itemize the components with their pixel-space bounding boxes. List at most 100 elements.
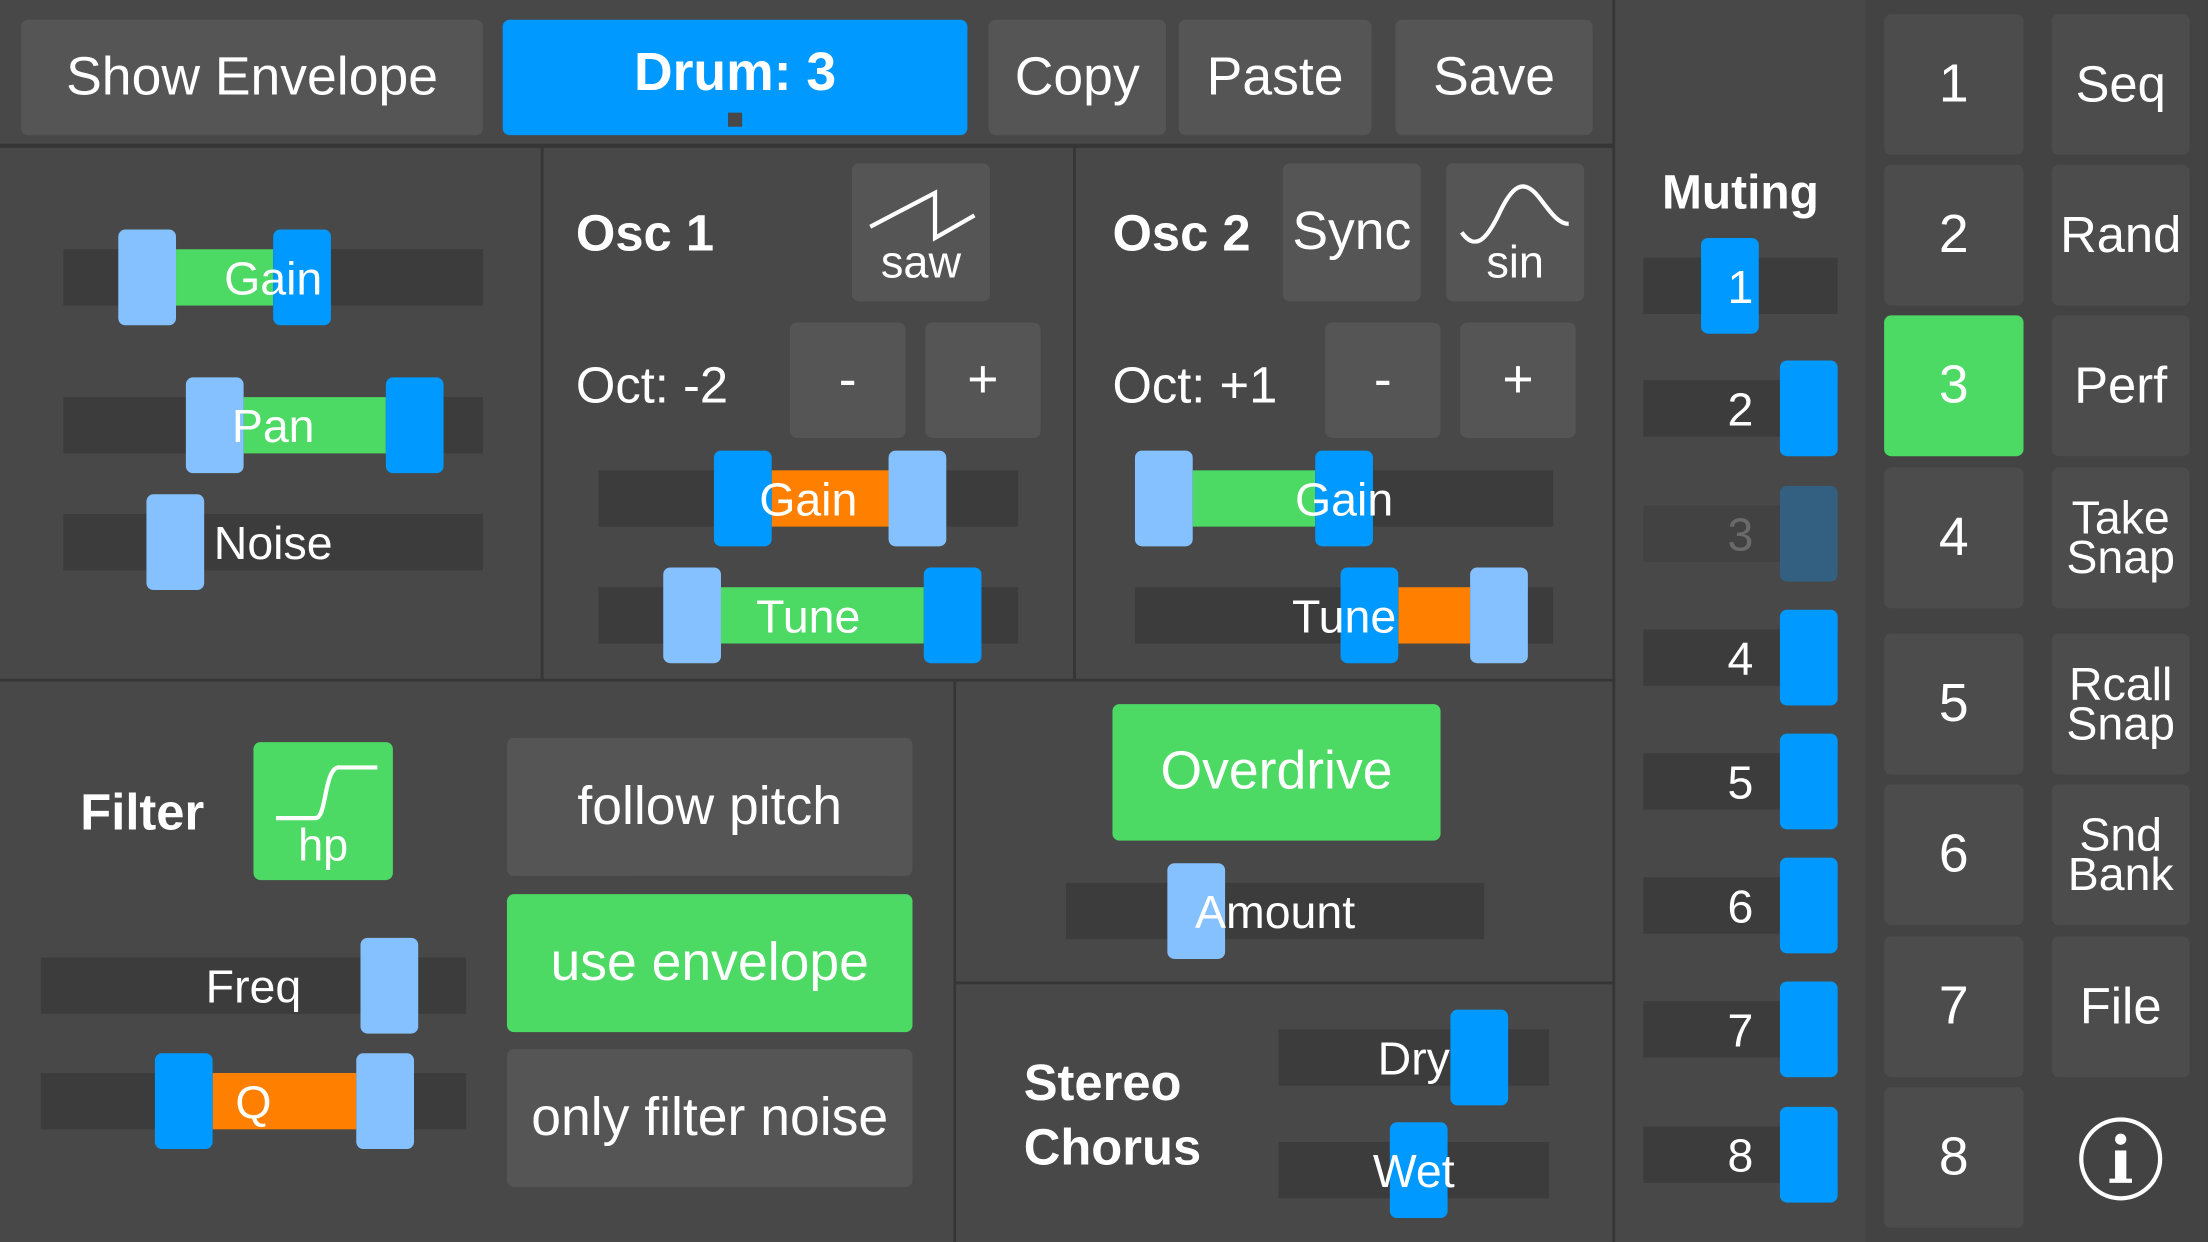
drum-button-6[interactable]: 6 (1884, 784, 2024, 926)
slider-high-handle[interactable] (887, 450, 946, 547)
chorus-dry-slider[interactable]: Dry (1278, 1009, 1549, 1106)
mute-slider-2[interactable]: 2 (1643, 360, 1838, 457)
mute-track-label: 6 (1727, 880, 1754, 933)
menu-snd-bank-button[interactable]: Snd Bank (2051, 784, 2190, 926)
slider-low-handle[interactable] (360, 937, 419, 1034)
slider-fill (721, 587, 925, 644)
divider (1612, 0, 1616, 1242)
menu-rcall-snap-button[interactable]: Rcall Snap (2051, 633, 2190, 775)
slider-fill (1398, 587, 1471, 644)
slider-fill (175, 249, 274, 306)
mute-handle[interactable] (1779, 485, 1838, 582)
slider-high-handle[interactable] (1470, 567, 1528, 664)
follow-pitch-button[interactable]: follow pitch (506, 737, 913, 876)
slider-fill (772, 470, 888, 527)
mute-handle[interactable] (1779, 360, 1838, 457)
slider-label: Noise (213, 516, 333, 569)
osc1-wave-button[interactable]: saw (851, 163, 990, 302)
show-envelope-button[interactable]: Show Envelope (21, 19, 483, 136)
overdrive-amount-slider[interactable]: Amount (1065, 863, 1485, 959)
filter-type-button[interactable]: hp (253, 742, 393, 881)
divider (0, 143, 1614, 148)
slider-low-handle[interactable] (1450, 1009, 1509, 1106)
divider (954, 981, 1614, 985)
osc1-tune-slider[interactable]: Tune (598, 567, 1019, 664)
chorus-title-line1: Stereo (1023, 1053, 1182, 1112)
mute-slider-7[interactable]: 7 (1643, 981, 1838, 1078)
osc1-octave: Oct: -2 (575, 356, 729, 414)
divider (0, 678, 1614, 682)
drum-button-1[interactable]: 1 (1884, 14, 2024, 155)
filter-freq-slider[interactable]: Freq (40, 937, 467, 1034)
mute-handle[interactable] (1779, 857, 1838, 954)
mute-slider-8[interactable]: 8 (1643, 1106, 1838, 1203)
pan-slider[interactable]: Pan (63, 377, 483, 474)
slider-high-handle[interactable] (273, 229, 331, 326)
noise-slider[interactable]: Noise (63, 494, 483, 591)
slider-low-handle[interactable] (663, 567, 722, 664)
slider-high-handle[interactable] (385, 377, 444, 474)
slider-low-handle[interactable] (146, 494, 205, 591)
mute-slider-3[interactable]: 3 (1643, 485, 1838, 582)
divider (540, 146, 544, 679)
slider-low-handle[interactable] (186, 377, 245, 474)
osc2-octave-down-button[interactable]: - (1325, 322, 1441, 438)
mute-track-label: 2 (1727, 383, 1754, 436)
info-icon[interactable] (2077, 1115, 2164, 1202)
slider-fill (1192, 470, 1316, 527)
slider-low-handle[interactable] (154, 1053, 213, 1150)
copy-button[interactable]: Copy (988, 19, 1166, 136)
drum-button-8[interactable]: 8 (1884, 1087, 2024, 1228)
osc1-octave-down-button[interactable]: - (789, 322, 906, 438)
gain-slider[interactable]: Gain (63, 229, 483, 326)
mute-handle[interactable] (1779, 1106, 1838, 1203)
drum-button-3[interactable]: 3 (1884, 315, 2024, 457)
osc2-sync-button[interactable]: Sync (1282, 163, 1421, 302)
only-filter-noise-button[interactable]: only filter noise (506, 1049, 913, 1188)
slider-low-handle[interactable] (1340, 567, 1399, 664)
drum-button-4[interactable]: 4 (1884, 467, 2024, 609)
mute-slider-5[interactable]: 5 (1643, 733, 1838, 830)
osc2-octave-up-button[interactable]: + (1460, 322, 1576, 438)
slider-high-handle[interactable] (924, 567, 982, 664)
osc2-tune-slider[interactable]: Tune (1134, 567, 1554, 664)
osc1-octave-up-button[interactable]: + (925, 322, 1041, 438)
mute-handle[interactable] (1700, 237, 1759, 334)
slider-low-handle[interactable] (1166, 863, 1225, 959)
overdrive-button[interactable]: Overdrive (1112, 704, 1441, 841)
page-indicator (728, 112, 743, 127)
osc2-wave-button[interactable]: sin (1446, 163, 1585, 302)
slider-low-handle[interactable] (117, 229, 176, 326)
osc1-gain-slider[interactable]: Gain (598, 450, 1019, 547)
mute-slider-1[interactable]: 1 (1643, 237, 1838, 334)
filter-q-slider[interactable]: Q (40, 1053, 467, 1150)
mute-track-label: 7 (1727, 1004, 1754, 1057)
drum-button-5[interactable]: 5 (1884, 633, 2024, 775)
use-envelope-button[interactable]: use envelope (506, 894, 913, 1033)
save-button[interactable]: Save (1395, 19, 1593, 136)
chorus-wet-slider[interactable]: Wet (1278, 1122, 1549, 1219)
slider-low-handle[interactable] (1134, 450, 1193, 547)
mute-slider-4[interactable]: 4 (1643, 609, 1838, 706)
mute-handle[interactable] (1779, 733, 1838, 830)
menu-file-button[interactable]: File (2051, 936, 2190, 1078)
menu-perf-button[interactable]: Perf (2051, 315, 2190, 457)
paste-button[interactable]: Paste (1178, 19, 1372, 136)
slider-low-handle[interactable] (1389, 1122, 1447, 1219)
osc2-octave: Oct: +1 (1112, 356, 1278, 414)
osc1-title: Osc 1 (575, 204, 715, 262)
menu-rand-button[interactable]: Rand (2051, 164, 2190, 306)
mute-track-label: 5 (1727, 756, 1754, 809)
osc2-gain-slider[interactable]: Gain (1134, 450, 1554, 547)
mute-slider-6[interactable]: 6 (1643, 857, 1838, 954)
drum-button-2[interactable]: 2 (1884, 164, 2024, 306)
slider-high-handle[interactable] (1315, 450, 1373, 547)
slider-high-handle[interactable] (356, 1053, 415, 1150)
drum-selector-button[interactable]: Drum: 3 (502, 19, 968, 136)
menu-seq-button[interactable]: Seq (2051, 14, 2190, 155)
mute-handle[interactable] (1779, 609, 1838, 706)
mute-handle[interactable] (1779, 981, 1838, 1078)
menu-take-snap-button[interactable]: Take Snap (2051, 467, 2190, 609)
drum-button-7[interactable]: 7 (1884, 936, 2024, 1078)
slider-low-handle[interactable] (714, 450, 773, 547)
